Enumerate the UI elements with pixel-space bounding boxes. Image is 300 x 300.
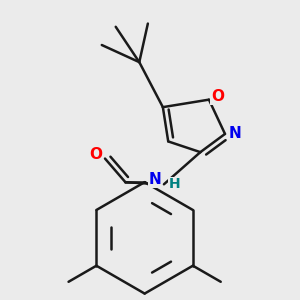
Text: O: O	[211, 89, 224, 104]
Text: N: N	[149, 172, 162, 188]
Text: N: N	[228, 126, 241, 141]
Text: H: H	[169, 177, 181, 191]
Text: O: O	[89, 147, 102, 162]
